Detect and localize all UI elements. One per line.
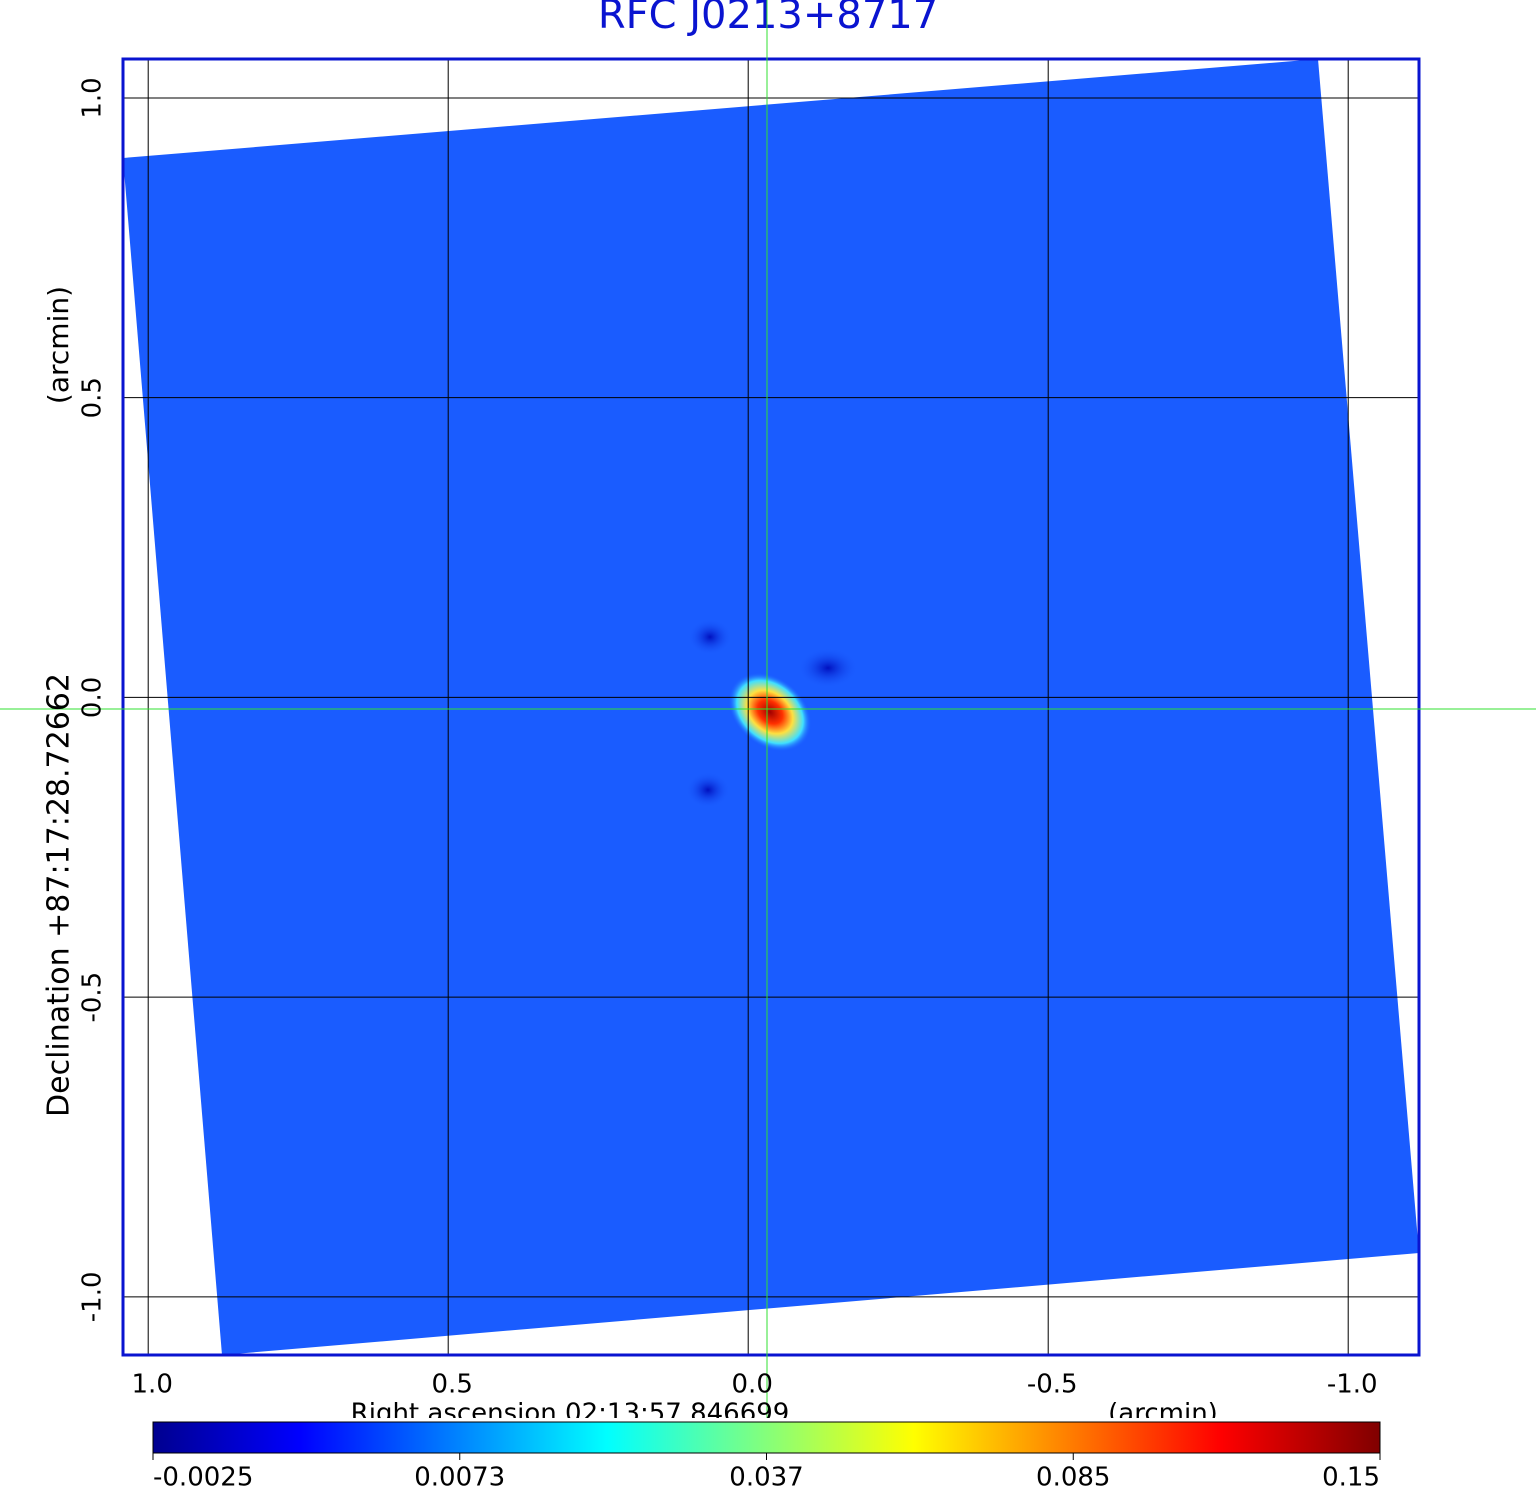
chart-title: RFC J0213+8717	[598, 0, 938, 38]
x-tick-label: -0.5	[1027, 1370, 1078, 1400]
colorbar-tick-label: 0.0073	[414, 1463, 505, 1493]
y-tick-label: 1.0	[78, 77, 108, 118]
frame	[121, 57, 1421, 1357]
y-tick-label: -0.5	[78, 972, 108, 1023]
x-tick-label: -1.0	[1327, 1370, 1378, 1400]
x-tick-label: 0.5	[432, 1370, 473, 1400]
colorbar-tick-label: -0.0025	[153, 1463, 253, 1493]
image-feature	[688, 619, 732, 655]
colorbar	[152, 1421, 1381, 1454]
y-tick-label: -1.0	[78, 1271, 108, 1322]
grid	[123, 59, 1419, 1355]
y-tick-label: 0.5	[78, 377, 108, 418]
x-tick-label: 1.0	[132, 1370, 173, 1400]
y-axis-unit: (arcmin)	[42, 286, 75, 404]
colorbar-tick-label: 0.085	[1036, 1463, 1110, 1493]
y-tick-label: 0.0	[78, 677, 108, 718]
image-source	[728, 672, 812, 752]
image-feature	[798, 648, 858, 688]
image-feature	[686, 772, 730, 808]
colorbar-tick-label: 0.037	[729, 1463, 803, 1493]
x-tick-label: 0.0	[732, 1370, 773, 1400]
image	[123, 59, 1419, 1355]
colorbar-tick-label: 0.15	[1322, 1463, 1380, 1493]
y-axis-label: Declination +87:17:28.72662	[42, 673, 77, 1117]
